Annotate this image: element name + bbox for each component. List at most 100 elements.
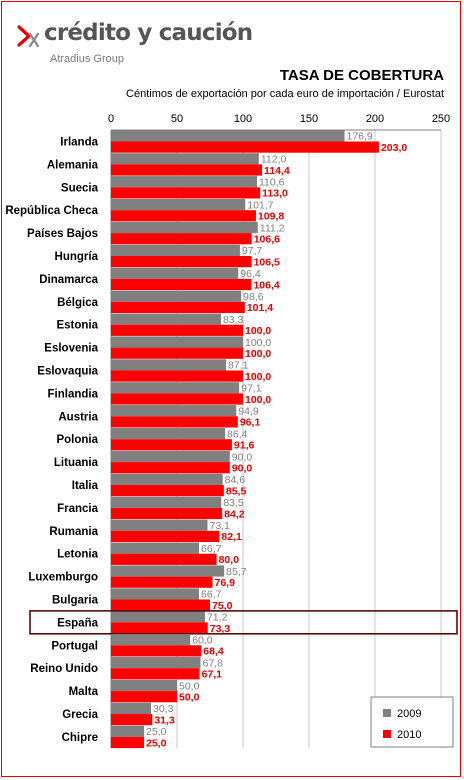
- x-tick-label: 0: [108, 113, 114, 125]
- bar-2010: [111, 416, 238, 428]
- category-label: Bulgaria: [52, 594, 99, 606]
- category-label: Francia: [57, 503, 99, 515]
- data-label-2010: 67,1: [202, 669, 223, 681]
- bar-2009: [111, 382, 240, 394]
- bar-2009: [111, 679, 177, 692]
- data-label-2009: 66,7: [201, 543, 222, 555]
- x-tick-label: 200: [366, 113, 384, 125]
- bar-2009: [111, 130, 345, 142]
- category-label: España: [57, 617, 99, 629]
- data-label-2009: 112,0: [261, 154, 287, 166]
- bar-2010: [111, 736, 144, 749]
- bar-2009: [111, 565, 225, 577]
- data-label-2009: 176,9: [347, 131, 373, 143]
- bar-2010: [111, 599, 210, 611]
- data-label-2010: 31,3: [154, 714, 175, 726]
- bar-2010: [111, 576, 213, 588]
- legend-swatch-2009: [383, 709, 391, 717]
- legend-box: [370, 696, 454, 748]
- bar-2009: [111, 359, 226, 371]
- category-label: Hungría: [55, 251, 99, 263]
- bar-2010: [111, 553, 217, 565]
- data-label-2009: 94,9: [238, 406, 259, 418]
- category-label: Estonia: [56, 320, 98, 332]
- data-label-2009: 87,1: [228, 360, 249, 372]
- x-tick-label: 150: [300, 113, 318, 125]
- bar-2009: [111, 496, 222, 508]
- category-label: Letonia: [57, 549, 98, 561]
- bar-2010: [111, 439, 232, 451]
- brand-name: crédito y caución: [44, 20, 253, 46]
- category-label: República Checa: [5, 205, 98, 217]
- brand-tagline: Atradius Group: [50, 53, 124, 65]
- legend-swatch-2010: [383, 730, 391, 738]
- data-label-2009: 90,0: [232, 451, 253, 463]
- data-label-2009: 83,3: [223, 314, 244, 326]
- data-label-2009: 73,1: [209, 520, 230, 532]
- data-label-2010: 80,0: [219, 554, 240, 566]
- data-label-2009: 86,4: [227, 428, 248, 440]
- category-label: Suecia: [61, 182, 99, 194]
- bar-2009: [111, 221, 258, 234]
- bar-2010: [111, 324, 243, 336]
- data-label-2010: 84,2: [224, 508, 245, 520]
- category-label: Portugal: [51, 640, 98, 652]
- bar-2009: [111, 542, 200, 554]
- bar-2010: [111, 370, 243, 382]
- bar-2009: [111, 702, 151, 714]
- category-label: Eslovenia: [44, 343, 98, 355]
- data-label-2010: 106,4: [253, 279, 279, 291]
- category-label: Grecia: [62, 709, 98, 721]
- data-label-2010: 106,5: [254, 256, 280, 268]
- chart-title: TASA DE COBERTURA: [279, 67, 444, 84]
- x-tick-label: 250: [432, 113, 450, 125]
- data-label-2010: 82,1: [221, 531, 242, 543]
- bar-2010: [111, 622, 208, 634]
- data-label-2010: 100,0: [245, 348, 271, 360]
- data-label-2009: 30,3: [153, 703, 174, 715]
- bar-2009: [111, 428, 226, 440]
- bar-2009: [111, 634, 191, 646]
- data-label-2010: 96,1: [240, 417, 261, 429]
- bar-2010: [111, 530, 220, 542]
- bar-2010: [111, 714, 153, 726]
- bar-2010: [111, 507, 223, 520]
- data-label-2010: 73,3: [210, 623, 231, 635]
- legend-label-2010: 2010: [397, 729, 421, 741]
- bar-2010: [111, 164, 263, 176]
- bar-2009: [111, 725, 144, 737]
- data-label-2009: 111,2: [260, 222, 285, 234]
- category-label: Dinamarca: [39, 274, 98, 286]
- data-label-2010: 25,0: [146, 737, 167, 749]
- category-label: Austria: [58, 411, 98, 423]
- data-label-2010: 76,9: [215, 577, 236, 589]
- data-label-2009: 96,4: [240, 268, 261, 280]
- data-label-2009: 25,0: [146, 726, 167, 738]
- x-tick-label: 50: [171, 113, 183, 125]
- bar-2010: [111, 645, 202, 657]
- bar-2009: [111, 450, 230, 463]
- category-label: Alemania: [47, 159, 99, 171]
- data-label-2010: 85,5: [226, 485, 247, 497]
- bar-2009: [111, 405, 237, 417]
- bar-2010: [111, 141, 379, 153]
- bar-2009: [111, 588, 200, 600]
- data-label-2010: 50,0: [179, 692, 200, 704]
- bar-2009: [111, 244, 240, 256]
- bar-2010: [111, 462, 230, 474]
- data-label-2010: 100,0: [245, 325, 271, 337]
- data-label-2009: 85,7: [226, 566, 247, 578]
- data-label-2010: 113,0: [262, 188, 288, 200]
- category-label: Italia: [72, 480, 99, 492]
- bar-2010: [111, 347, 243, 359]
- bar-2009: [111, 176, 257, 188]
- data-label-2010: 101,4: [247, 302, 273, 314]
- data-label-2009: 50,0: [179, 680, 200, 692]
- bar-2009: [111, 473, 223, 485]
- data-label-2010: 100,0: [245, 394, 271, 406]
- data-label-2010: 100,0: [245, 371, 271, 383]
- x-tick-label: 100: [234, 113, 252, 125]
- chart-subtitle: Céntimos de exportación por cada euro de…: [126, 88, 444, 100]
- data-label-2009: 101,7: [247, 199, 273, 211]
